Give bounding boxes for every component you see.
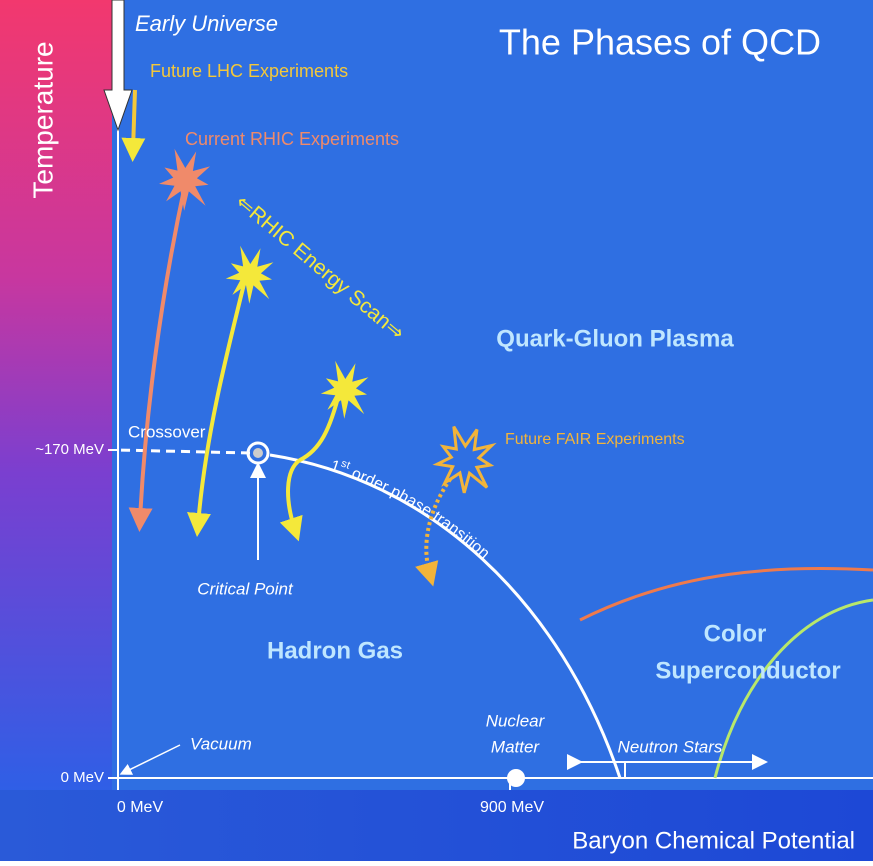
y-tick-label: ~170 MeV: [35, 441, 104, 458]
nuclear-matter-label: Nuclear: [486, 711, 546, 730]
y-axis-label: Temperature: [27, 41, 58, 198]
early-universe-arrow: [103, 0, 133, 132]
qgp-label: Quark-Gluon Plasma: [496, 325, 734, 352]
phase-boundary: [269, 453, 622, 779]
future-lhc: Future LHC Experiments: [150, 61, 348, 81]
future-fair: Future FAIR Experiments: [505, 431, 685, 448]
star: [225, 245, 274, 304]
csc-label: Superconductor: [655, 657, 840, 684]
x-tick-label: 0 MeV: [117, 799, 164, 816]
temperature-band: [0, 0, 112, 790]
x-axis-label: Baryon Chemical Potential: [572, 827, 855, 854]
vacuum-label: Vacuum: [190, 734, 252, 753]
crossover-line: [117, 448, 251, 455]
star: [320, 360, 369, 419]
early-universe: Early Universe: [135, 11, 278, 36]
nuclear-matter-point: [507, 769, 525, 787]
vacuum-arrow: [119, 744, 181, 775]
csc-boundary: [579, 566, 873, 622]
crossover: Crossover: [128, 422, 206, 441]
critical-point-label: Critical Point: [197, 579, 294, 598]
neutron-stars-label: Neutron Stars: [618, 737, 723, 756]
potential-band: [0, 790, 873, 861]
nuclear-matter-label: Matter: [491, 737, 541, 756]
hadron-gas-label: Hadron Gas: [267, 637, 403, 664]
stars: [159, 148, 497, 494]
x-tick-label: 900 MeV: [480, 799, 544, 816]
csc-inner-boundary: [713, 598, 873, 779]
csc-label: Color: [704, 620, 767, 647]
critical-point-core: [253, 448, 263, 458]
title: The Phases of QCD: [499, 22, 821, 63]
star: [159, 148, 210, 211]
axes: [108, 60, 873, 790]
star: [432, 425, 497, 494]
y-tick-label: 0 MeV: [61, 769, 104, 786]
current-rhic: Current RHIC Experiments: [185, 129, 399, 149]
trajectories: [121, 89, 342, 542]
